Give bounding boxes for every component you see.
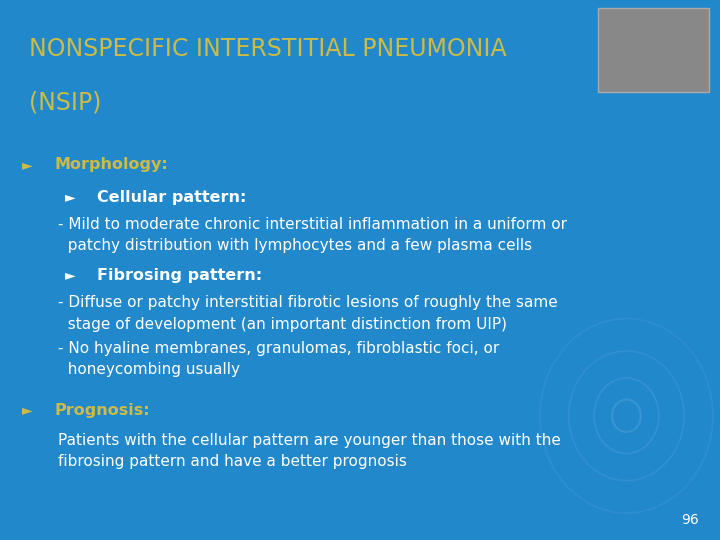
Text: Prognosis:: Prognosis: xyxy=(54,403,150,418)
Text: Patients with the cellular pattern are younger than those with the: Patients with the cellular pattern are y… xyxy=(58,433,560,448)
Text: Fibrosing pattern:: Fibrosing pattern: xyxy=(97,268,262,283)
Text: patchy distribution with lymphocytes and a few plasma cells: patchy distribution with lymphocytes and… xyxy=(58,238,532,253)
Text: Cellular pattern:: Cellular pattern: xyxy=(97,190,246,205)
Text: stage of development (an important distinction from UIP): stage of development (an important disti… xyxy=(58,316,507,332)
Text: 96: 96 xyxy=(680,512,698,526)
Text: ►: ► xyxy=(22,403,32,417)
Text: fibrosing pattern and have a better prognosis: fibrosing pattern and have a better prog… xyxy=(58,454,407,469)
Text: - Diffuse or patchy interstitial fibrotic lesions of roughly the same: - Diffuse or patchy interstitial fibroti… xyxy=(58,295,557,310)
Text: ►: ► xyxy=(22,158,32,172)
Text: NONSPECIFIC INTERSTITIAL PNEUMONIA: NONSPECIFIC INTERSTITIAL PNEUMONIA xyxy=(29,37,506,60)
Text: (NSIP): (NSIP) xyxy=(29,91,102,114)
Text: ►: ► xyxy=(65,268,76,282)
Text: Morphology:: Morphology: xyxy=(54,157,168,172)
Text: - No hyaline membranes, granulomas, fibroblastic foci, or: - No hyaline membranes, granulomas, fibr… xyxy=(58,341,499,356)
FancyBboxPatch shape xyxy=(598,8,709,92)
Text: - Mild to moderate chronic interstitial inflammation in a uniform or: - Mild to moderate chronic interstitial … xyxy=(58,217,567,232)
Text: ►: ► xyxy=(65,190,76,204)
Text: honeycombing usually: honeycombing usually xyxy=(58,362,240,377)
